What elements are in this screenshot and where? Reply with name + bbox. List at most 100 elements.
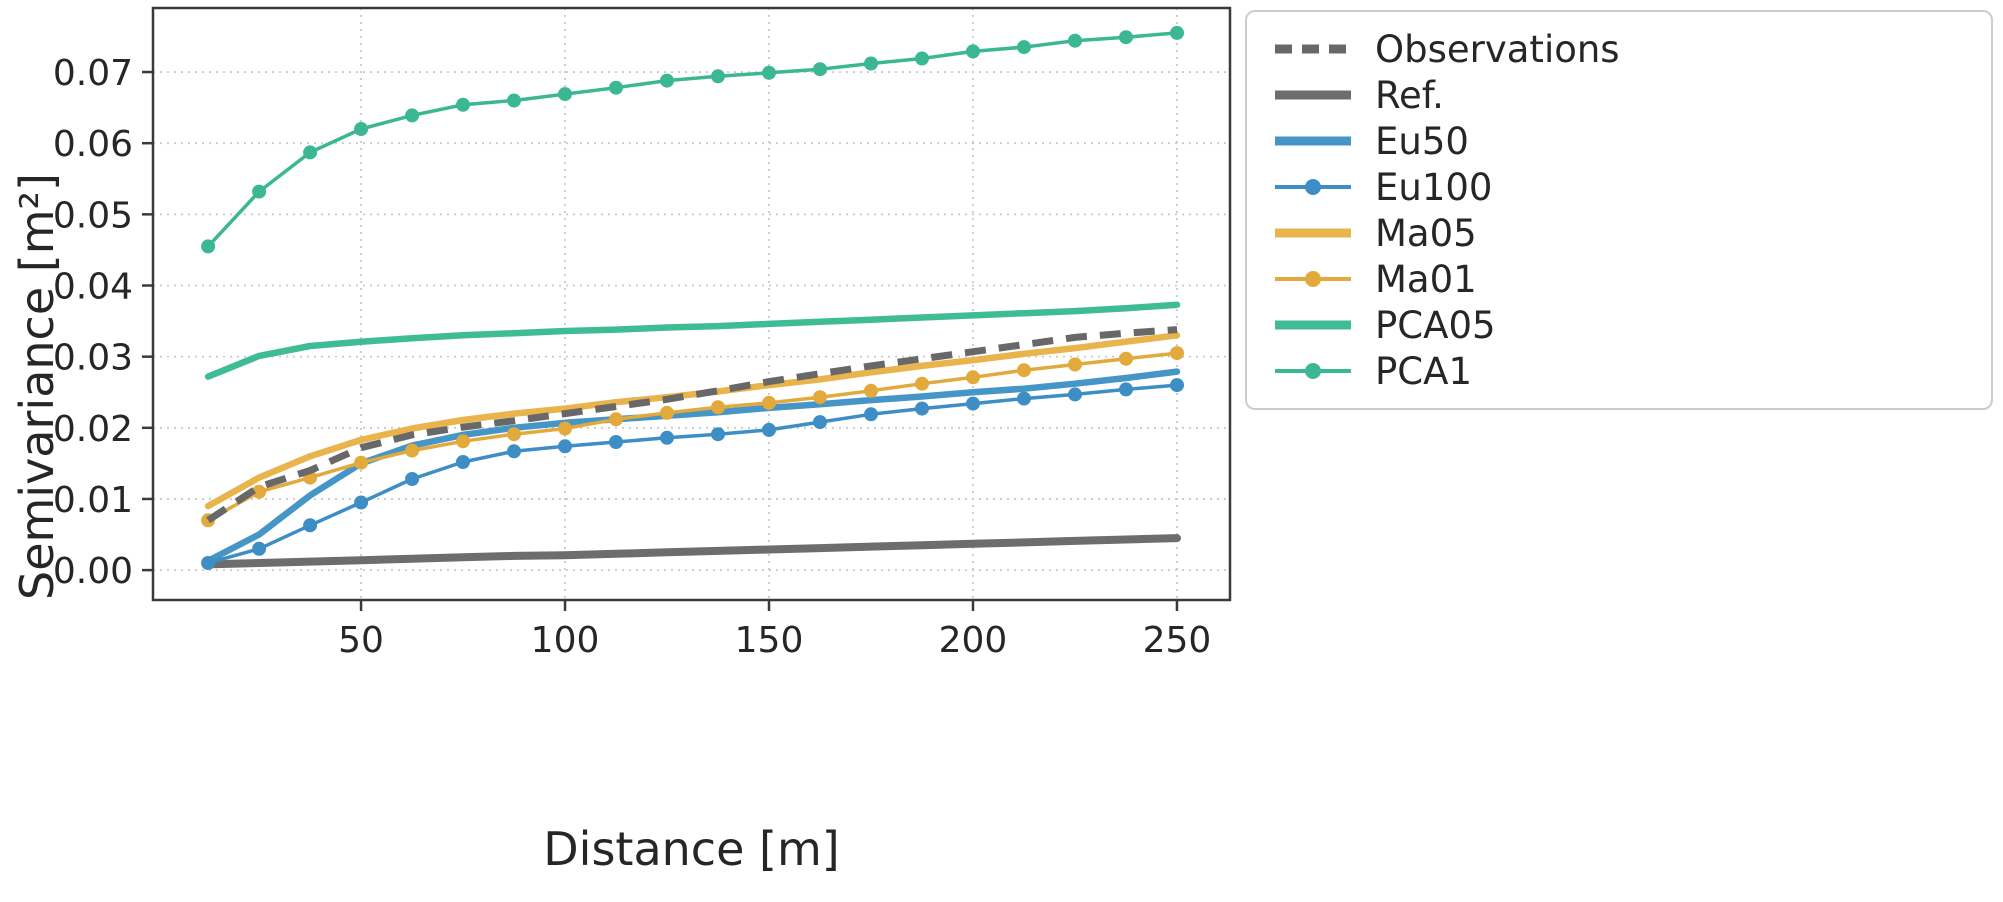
series-marker-PCA1	[762, 65, 776, 80]
series-line-PCA1	[206, 31, 1179, 249]
legend-label: PCA05	[1375, 303, 1496, 347]
series-marker-Ma01	[915, 376, 929, 391]
y-tick-label: 0.03	[53, 338, 133, 379]
x-tick-label: 100	[531, 620, 600, 661]
series-marker-PCA1	[303, 145, 318, 160]
series-marker-PCA1	[558, 87, 572, 102]
series-marker-PCA1	[1119, 30, 1133, 45]
legend-item-PCA05: PCA05	[1271, 302, 1967, 348]
series-marker-Eu100	[864, 407, 878, 422]
series-marker-Eu100	[915, 401, 929, 416]
x-tick-label: 250	[1143, 620, 1212, 661]
series-marker-PCA1	[405, 108, 420, 123]
series-line-Observations	[206, 326, 1178, 524]
x-tick-label: 150	[735, 620, 804, 661]
legend-item-Ma05: Ma05	[1271, 210, 1967, 256]
series-marker-Ma01	[1170, 346, 1184, 361]
legend-label: Eu100	[1375, 165, 1493, 209]
y-tick-label: 0.04	[53, 267, 133, 308]
series-marker-Ma01	[711, 400, 725, 415]
series-line-Eu100	[206, 383, 1179, 565]
axes-frame	[151, 6, 1232, 602]
series-marker-Eu100	[252, 541, 267, 556]
legend-item-Eu50: Eu50	[1271, 118, 1967, 164]
series-marker-PCA1	[1170, 25, 1184, 40]
series-marker-Eu100	[609, 435, 623, 449]
legend-item-Observations: Observations	[1271, 26, 1967, 72]
series-marker-PCA1	[252, 184, 267, 199]
series-marker-Ma01	[558, 421, 572, 436]
series-marker-Eu100	[966, 396, 980, 411]
series-marker-Ma01	[507, 427, 521, 442]
series-marker-Eu100	[1170, 378, 1184, 393]
legend-label: PCA1	[1375, 349, 1472, 393]
series-marker-PCA1	[660, 73, 674, 88]
x-tick-label: 200	[939, 620, 1008, 661]
series-marker-Eu100	[762, 422, 776, 437]
series-marker-PCA1	[711, 69, 725, 84]
series-marker-Eu100	[711, 427, 725, 442]
y-tick-label: 0.05	[53, 195, 133, 236]
series-marker-PCA1	[456, 97, 470, 112]
series-marker-Eu100	[303, 518, 318, 533]
series-marker-PCA1	[1068, 33, 1082, 48]
series-marker-PCA1	[507, 93, 521, 108]
legend-item-PCA1: PCA1	[1271, 348, 1967, 394]
series-marker-Ma01	[354, 455, 369, 470]
series-marker-Ma01	[1017, 363, 1031, 378]
x-tick-label: 50	[338, 620, 384, 661]
series-marker-PCA1	[966, 44, 980, 59]
legend-label: Ref.	[1375, 73, 1444, 117]
series-marker-PCA1	[813, 62, 827, 77]
series-marker-Eu100	[1017, 391, 1031, 406]
series-marker-Eu100	[813, 415, 827, 430]
series-marker-PCA1	[864, 56, 878, 71]
series-marker-Eu100	[1119, 382, 1133, 397]
legend-line-sample-PCA05	[1275, 320, 1351, 330]
legend-item-Ma01: Ma01	[1271, 256, 1967, 302]
series-marker-Eu100	[558, 439, 572, 454]
series-marker-PCA1	[915, 51, 929, 66]
legend-item-Ref.: Ref.	[1271, 72, 1967, 118]
series-marker-Ma01	[864, 383, 878, 398]
y-axis-label: Semivariance [m²]	[10, 173, 64, 600]
legend-line-sample-Ref.	[1275, 90, 1351, 100]
legend-item-Eu100: Eu100	[1271, 164, 1967, 210]
legend-label: Observations	[1375, 27, 1620, 71]
series-marker-Ma01	[966, 370, 980, 385]
series-marker-Ma01	[609, 412, 623, 427]
legend-line-sample-Eu100	[1275, 179, 1351, 195]
series-line-Ref.	[204, 534, 1181, 569]
series-marker-Ma01	[456, 434, 470, 449]
series-marker-Ma01	[762, 395, 776, 410]
legend-line-sample-Eu50	[1275, 136, 1351, 146]
y-tick-label: 0.02	[53, 409, 133, 450]
legend-label: Eu50	[1375, 119, 1469, 163]
x-axis-label: Distance [m]	[543, 822, 840, 876]
legend-line-sample-Ma01	[1275, 271, 1351, 287]
series-line-PCA05	[204, 301, 1181, 380]
series-marker-Ma01	[1119, 351, 1133, 366]
series-marker-Eu100	[405, 472, 420, 486]
series-marker-Ma01	[660, 405, 674, 420]
series-marker-Eu100	[354, 495, 369, 510]
legend-line-sample-PCA1	[1275, 363, 1351, 379]
legend: Observations Ref. Eu50 Eu100 Ma05 Ma01 PCA05 PC…	[1245, 10, 1993, 410]
series-marker-Eu100	[201, 556, 216, 570]
legend-label: Ma05	[1375, 211, 1477, 255]
y-tick-label: 0.07	[53, 53, 133, 94]
series-marker-PCA1	[201, 239, 216, 254]
series-marker-PCA1	[609, 80, 623, 95]
y-tick-label: 0.06	[53, 124, 133, 165]
legend-line-sample-Ma05	[1275, 228, 1351, 238]
series-marker-PCA1	[1017, 40, 1031, 55]
legend-label: Ma01	[1375, 257, 1477, 301]
y-tick-label: 0.00	[53, 551, 133, 592]
series-marker-PCA1	[354, 122, 369, 136]
series-marker-Eu100	[660, 430, 674, 445]
series-marker-Ma01	[405, 443, 420, 458]
series-line-Ma05	[204, 332, 1181, 510]
series-marker-Ma01	[813, 390, 827, 405]
series-marker-Eu100	[456, 455, 470, 469]
